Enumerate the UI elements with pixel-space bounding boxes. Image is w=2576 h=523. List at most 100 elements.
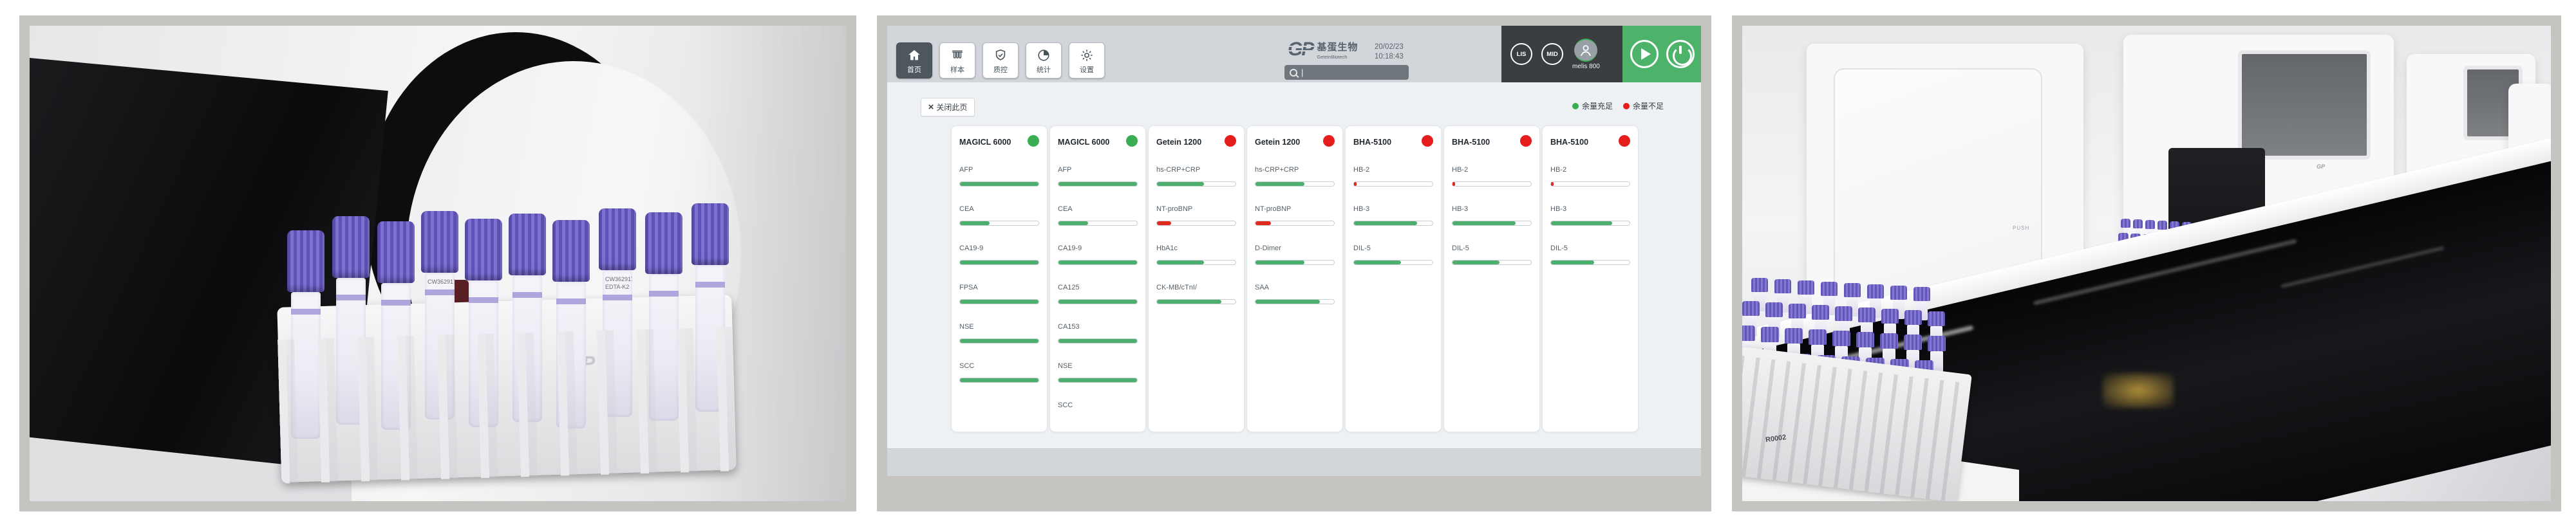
instrument-card-5: BHA-5100 HB-2 HB-3 DIL-5 — [1345, 125, 1442, 432]
tube-cap — [377, 221, 415, 283]
reagent-level-fill — [1058, 182, 1137, 186]
reagent-item: HbA1c — [1156, 244, 1236, 284]
toolbar-button-home[interactable]: 首页 — [896, 42, 932, 78]
reagent-level-fill — [1453, 221, 1516, 225]
run-button[interactable] — [1630, 40, 1659, 68]
instrument-status-dot — [1619, 135, 1630, 147]
search-input[interactable]: | — [1284, 65, 1409, 80]
left-photo-panel: GP CW3629170CW3629170EDTA-K2 — [19, 15, 856, 511]
reagent-level-bar — [1058, 338, 1138, 344]
instrument-status-dot — [1126, 135, 1138, 147]
reagent-label: CK-MB/cTnI/ — [1156, 284, 1197, 291]
reagent-label: HB-2 — [1353, 166, 1370, 174]
legend-dot-icon — [1572, 102, 1579, 109]
main-toolbar: 首页 样本 质控 统计 设置 — [896, 42, 1105, 78]
user-name: melis 800 — [1572, 62, 1600, 70]
toolbar-button-settings-gear[interactable]: 设置 — [1069, 42, 1105, 78]
instrument-card-3: Getein 1200 hs-CRP+CRP NT-proBNP HbA1c CK-MB… — [1148, 125, 1245, 432]
reagent-item: HB-2 — [1550, 166, 1630, 205]
tube-cap — [552, 220, 590, 282]
reagent-level-fill — [1453, 261, 1500, 264]
reagent-label: D-Dimer — [1255, 244, 1281, 252]
mid-button[interactable]: MID — [1541, 43, 1563, 65]
legend-label: 余量充足 — [1581, 102, 1613, 111]
reagent-level-bar — [1255, 299, 1335, 304]
reagent-label: NSE — [959, 323, 974, 331]
reagent-label: HB-2 — [1452, 166, 1469, 174]
reagent-item: NSE — [959, 323, 1039, 362]
reagent-item: HB-3 — [1550, 205, 1630, 244]
status-bar — [887, 448, 1701, 476]
reagent-level-bar — [1156, 299, 1236, 304]
reagent-items: HB-2 HB-3 DIL-5 — [1452, 166, 1532, 284]
reagent-level-fill — [1157, 261, 1205, 264]
tube-cap — [332, 216, 370, 278]
reagent-item: CA19-9 — [1058, 244, 1138, 284]
reagent-item: NSE — [1058, 362, 1138, 401]
toolbar-button-samples[interactable]: 样本 — [939, 42, 975, 78]
push-label: PUSH — [2013, 225, 2030, 231]
instrument-status-dot — [1323, 135, 1335, 147]
legend-dot-icon — [1622, 102, 1630, 109]
reagent-level-fill — [1255, 300, 1321, 304]
mid-label: MID — [1547, 50, 1558, 58]
rack-slots — [1742, 355, 1971, 501]
reagent-level-fill — [1157, 221, 1171, 225]
toolbar-label: 质控 — [993, 66, 1008, 74]
reagent-level-fill — [1157, 182, 1205, 186]
reagent-level-fill — [1354, 261, 1402, 264]
remaining-legend: 余量充足 余量不足 — [1572, 100, 1664, 111]
power-button[interactable] — [1666, 40, 1695, 68]
reagent-label: CA19-9 — [959, 244, 984, 252]
tube-cap — [465, 219, 502, 280]
toolbar-button-stats-pie[interactable]: 统计 — [1026, 42, 1062, 78]
reagent-level-bar — [1550, 260, 1630, 265]
reagent-level-bar — [959, 378, 1039, 383]
reagent-label: NT-proBNP — [1156, 205, 1193, 213]
close-page-button[interactable]: × 关闭此页 — [921, 98, 975, 116]
instrument-card-2: MAGICL 6000 AFP CEA CA19-9 CA125 CA153 NSE SCC — [1049, 125, 1146, 432]
reagent-label: NSE — [1058, 362, 1073, 370]
reagent-item: hs-CRP+CRP — [1255, 166, 1335, 205]
time-text: 10:18:43 — [1375, 53, 1404, 60]
search-caret: | — [1301, 68, 1304, 77]
instrument-status-dot — [1028, 135, 1039, 147]
instrument-name: BHA-5100 — [1353, 138, 1392, 147]
reagent-item: AFP — [1058, 166, 1138, 205]
reagent-level-bar — [959, 338, 1039, 344]
app-window: 首页 样本 质控 统计 设置 GP 基蛋生物 GeteinBiotech 20/02/2… — [887, 26, 1701, 476]
instrument-status-dot — [1520, 135, 1532, 147]
close-icon: × — [928, 101, 934, 113]
tube-cap — [509, 214, 546, 275]
reagent-item: SAA — [1255, 284, 1335, 323]
reagent-item: HB-2 — [1452, 166, 1532, 205]
lis-button[interactable]: LIS — [1510, 43, 1532, 65]
toolbar-label: 首页 — [907, 66, 921, 74]
instrument-name: Getein 1200 — [1156, 138, 1202, 147]
gp-logo: GP — [1286, 39, 1315, 60]
right-photo-lab-automation-line: PUSH GP 16 — [1742, 26, 2551, 501]
reagent-level-bar — [1353, 221, 1433, 226]
brand-name-cn: 基蛋生物 — [1317, 42, 1359, 53]
reagent-level-bar — [1156, 221, 1236, 226]
reagent-item: DIL-5 — [1353, 244, 1433, 284]
reagent-level-fill — [1354, 221, 1417, 225]
reagent-label: HB-3 — [1353, 205, 1370, 213]
brand-name-en: GeteinBiotech — [1317, 54, 1348, 60]
reagent-item: CEA — [1058, 205, 1138, 244]
reagent-label: CA19-9 — [1058, 244, 1082, 252]
reagent-level-bar — [1156, 260, 1236, 265]
datetime: 20/02/23 10:18:43 — [1375, 42, 1404, 62]
reagent-level-fill — [1354, 182, 1357, 186]
user-account-button[interactable]: melis 800 — [1572, 38, 1600, 70]
reagent-level-fill — [960, 339, 1039, 343]
toolbar-label: 统计 — [1037, 66, 1051, 74]
instrument-card-4: Getein 1200 hs-CRP+CRP NT-proBNP D-Dimer SAA — [1246, 125, 1343, 432]
toolbar-button-qc-shield[interactable]: 质控 — [982, 42, 1019, 78]
reagent-level-bar — [1550, 221, 1630, 226]
reagent-level-fill — [1551, 182, 1554, 186]
toolbar-label: 样本 — [950, 66, 964, 74]
reagent-level-bar — [1255, 221, 1335, 226]
lis-label: LIS — [1516, 50, 1527, 58]
reagent-level-bar — [1058, 181, 1138, 187]
